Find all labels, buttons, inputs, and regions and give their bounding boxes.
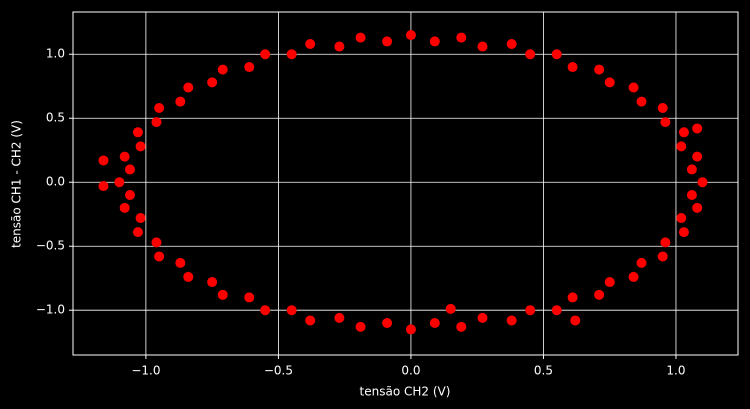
point xyxy=(305,38,316,49)
point xyxy=(594,64,605,75)
point xyxy=(506,315,517,326)
point xyxy=(355,321,366,332)
point xyxy=(132,127,143,138)
point xyxy=(525,305,536,316)
point xyxy=(692,123,703,134)
y-axis-label: tensão CH1 - CH2 (V) xyxy=(10,120,24,248)
point xyxy=(604,277,615,288)
point xyxy=(551,49,562,60)
point xyxy=(551,305,562,316)
point xyxy=(244,292,255,303)
point xyxy=(151,117,162,128)
point xyxy=(286,49,297,60)
point xyxy=(660,237,671,248)
x-tick-label: 1.0 xyxy=(666,364,685,378)
point xyxy=(135,141,146,152)
point xyxy=(567,292,578,303)
point xyxy=(678,227,689,238)
point xyxy=(445,303,456,314)
point xyxy=(207,277,218,288)
point xyxy=(183,82,194,93)
y-tick-label: −1.0 xyxy=(36,303,65,317)
point xyxy=(355,32,366,43)
point xyxy=(604,77,615,88)
point xyxy=(405,324,416,335)
point xyxy=(132,227,143,238)
point xyxy=(175,257,186,268)
point xyxy=(124,164,135,175)
point xyxy=(636,96,647,107)
point xyxy=(207,77,218,88)
point xyxy=(260,305,271,316)
point xyxy=(686,164,697,175)
point xyxy=(98,155,109,166)
point xyxy=(628,271,639,282)
x-tick-label: 0.5 xyxy=(534,364,553,378)
x-axis-label: tensão CH2 (V) xyxy=(360,385,451,399)
point xyxy=(334,312,345,323)
point xyxy=(98,181,109,192)
point xyxy=(594,289,605,300)
point xyxy=(217,64,228,75)
point xyxy=(697,177,708,188)
point xyxy=(119,151,130,162)
y-tick-label: 0.0 xyxy=(46,175,65,189)
point xyxy=(119,202,130,213)
point xyxy=(657,251,668,262)
point xyxy=(154,102,165,113)
y-tick-label: −0.5 xyxy=(36,239,65,253)
point xyxy=(286,305,297,316)
point xyxy=(525,49,536,60)
y-tick-label: 0.5 xyxy=(46,111,65,125)
point xyxy=(678,127,689,138)
point xyxy=(429,36,440,47)
point xyxy=(676,213,687,224)
point xyxy=(429,318,440,329)
point xyxy=(124,190,135,201)
point xyxy=(477,312,488,323)
point xyxy=(135,213,146,224)
point xyxy=(334,41,345,52)
point xyxy=(305,315,316,326)
point xyxy=(183,271,194,282)
x-tick-label: 0.0 xyxy=(401,364,420,378)
point xyxy=(382,36,393,47)
point xyxy=(657,102,668,113)
point xyxy=(382,318,393,329)
point xyxy=(217,289,228,300)
point xyxy=(567,62,578,73)
point xyxy=(506,38,517,49)
point xyxy=(570,315,581,326)
point xyxy=(692,202,703,213)
point xyxy=(660,117,671,128)
point xyxy=(154,251,165,262)
point xyxy=(244,62,255,73)
x-tick-label: −0.5 xyxy=(264,364,293,378)
point xyxy=(692,151,703,162)
point xyxy=(456,321,467,332)
point xyxy=(151,237,162,248)
point xyxy=(477,41,488,52)
point xyxy=(114,177,125,188)
x-tick-label: −1.0 xyxy=(131,364,160,378)
point xyxy=(456,32,467,43)
point xyxy=(636,257,647,268)
point xyxy=(260,49,271,60)
point xyxy=(686,190,697,201)
point xyxy=(676,141,687,152)
point xyxy=(175,96,186,107)
point xyxy=(405,30,416,41)
plot-frame xyxy=(72,11,739,356)
point xyxy=(628,82,639,93)
y-tick-label: 1.0 xyxy=(46,47,65,61)
